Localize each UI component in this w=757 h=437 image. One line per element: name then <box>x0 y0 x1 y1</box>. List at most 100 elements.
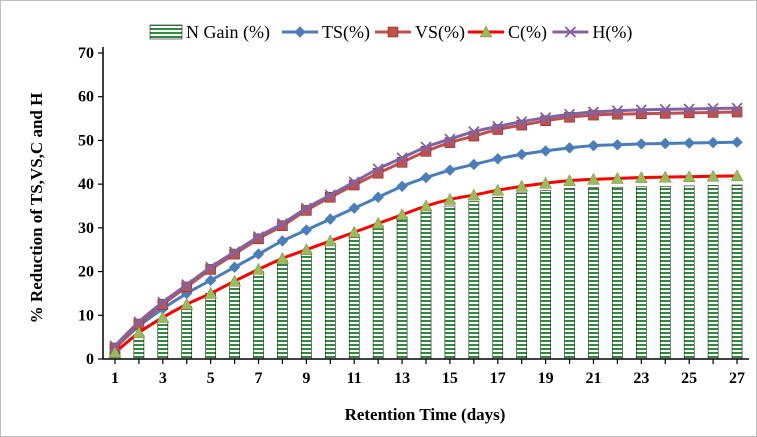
legend-label-h: H(%) <box>592 22 632 43</box>
x-tick-label-21: 21 <box>585 370 601 387</box>
x-tick-label-15: 15 <box>442 370 458 387</box>
bar-n-gain-27 <box>731 184 743 360</box>
marker-h-27 <box>731 102 743 114</box>
bar-n-gain-4 <box>181 306 193 360</box>
marker-h-21 <box>587 106 600 118</box>
bar-n-gain-14 <box>420 210 432 360</box>
marker-c-2 <box>132 326 146 339</box>
marker-c-16 <box>467 188 481 201</box>
x-tick-label-9: 9 <box>302 370 310 387</box>
marker-c-4 <box>180 297 194 310</box>
marker-ts-6 <box>228 261 241 273</box>
bar-n-gain-6 <box>229 282 240 360</box>
marker-h-10 <box>324 189 336 201</box>
marker-c-1 <box>108 345 122 358</box>
marker-h-17 <box>492 120 504 133</box>
marker-ts-26 <box>707 136 719 149</box>
marker-ts-17 <box>492 153 504 165</box>
marker-h-13 <box>396 152 408 164</box>
bar-n-gain-13 <box>396 216 408 360</box>
x-tick-label-13: 13 <box>394 370 410 387</box>
bar-n-gain-3 <box>157 321 169 360</box>
marker-h-24 <box>659 103 671 116</box>
marker-ts-13 <box>396 180 408 193</box>
bar-n-gain-23 <box>636 186 647 360</box>
legend-label-c: C(%) <box>508 22 547 43</box>
marker-c-5 <box>204 286 218 299</box>
marker-h-19 <box>539 112 552 124</box>
x-tick-label-7: 7 <box>255 370 263 387</box>
bar-n-gain-25 <box>683 185 695 360</box>
y-axis-title: % Reduction of TS,VS,C and H <box>27 93 46 324</box>
marker-h-25 <box>683 103 695 115</box>
marker-ts-20 <box>563 142 576 154</box>
bar-n-gain-20 <box>564 188 575 360</box>
marker-ts-16 <box>468 158 480 171</box>
bar-n-gain-21 <box>588 187 599 360</box>
legend-marker-ts <box>294 26 306 38</box>
marker-ts-23 <box>635 138 648 150</box>
x-tick-label-23: 23 <box>633 370 649 387</box>
marker-vs-20 <box>564 111 575 123</box>
marker-vs-22 <box>612 108 623 120</box>
marker-c-21 <box>587 172 600 185</box>
legend-marker-c <box>479 25 493 38</box>
marker-c-15 <box>443 192 457 205</box>
marker-c-24 <box>658 170 672 183</box>
legend-marker-vs <box>387 26 399 38</box>
marker-ts-14 <box>420 171 432 184</box>
marker-vs-17 <box>492 124 504 135</box>
bar-n-gain-8 <box>277 260 288 360</box>
marker-c-10 <box>323 234 337 247</box>
y-tick-label-10: 10 <box>78 307 94 324</box>
bar-n-gain-26 <box>707 185 719 360</box>
marker-ts-22 <box>611 139 624 151</box>
marker-ts-12 <box>372 191 384 203</box>
marker-c-20 <box>563 174 576 186</box>
marker-h-8 <box>276 217 289 230</box>
marker-c-13 <box>395 208 409 220</box>
bar-n-gain-12 <box>372 225 384 360</box>
marker-c-11 <box>347 225 361 238</box>
marker-h-22 <box>611 105 624 117</box>
x-tick-label-27: 27 <box>729 370 745 387</box>
x-tick-label-25: 25 <box>681 370 697 387</box>
bar-n-gain-11 <box>348 234 360 360</box>
x-tick-label-19: 19 <box>538 370 554 387</box>
marker-ts-7 <box>252 248 265 260</box>
legend: N Gain (%) TS(%) VS(%) C(%) H(%) <box>149 22 632 43</box>
marker-c-19 <box>539 176 553 189</box>
marker-ts-5 <box>204 274 217 287</box>
y-tick-label-70: 70 <box>78 45 94 62</box>
legend-swatch-n-gain <box>149 24 183 40</box>
x-tick-label-3: 3 <box>159 370 167 387</box>
marker-ts-11 <box>348 202 360 214</box>
marker-c-8 <box>276 251 289 264</box>
legend-label-vs: VS(%) <box>415 22 465 43</box>
x-axis-title: Retention Time (days) <box>345 405 506 424</box>
marker-ts-19 <box>539 145 552 157</box>
marker-h-9 <box>300 202 313 214</box>
marker-c-12 <box>371 216 385 229</box>
marker-h-2 <box>133 316 145 328</box>
marker-h-16 <box>468 126 480 138</box>
x-tick-label-1: 1 <box>111 370 119 387</box>
legend-label-ts: TS(%) <box>322 22 370 43</box>
marker-c-7 <box>252 262 265 275</box>
y-tick-label-20: 20 <box>78 264 94 281</box>
marker-h-4 <box>181 279 193 291</box>
marker-vs-21 <box>588 109 599 121</box>
marker-c-26 <box>706 169 720 182</box>
marker-c-6 <box>228 274 242 287</box>
marker-ts-21 <box>587 139 600 152</box>
marker-h-3 <box>157 296 169 308</box>
marker-ts-8 <box>276 235 289 247</box>
bar-n-gain-2 <box>133 334 145 360</box>
marker-ts-24 <box>659 137 671 150</box>
bar-n-gain-15 <box>444 205 456 360</box>
marker-c-17 <box>491 183 505 196</box>
marker-c-3 <box>156 310 170 323</box>
